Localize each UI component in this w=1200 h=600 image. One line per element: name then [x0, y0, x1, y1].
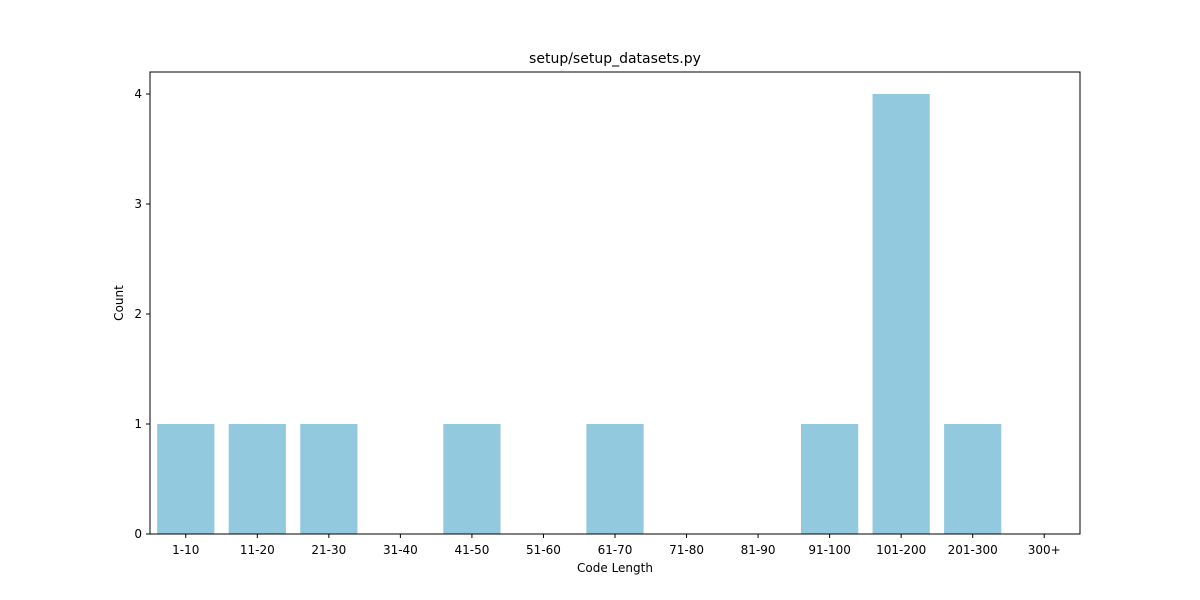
chart-title: setup/setup_datasets.py: [529, 51, 701, 67]
x-tick-label: 51-60: [526, 543, 561, 557]
x-tick-label: 61-70: [598, 543, 633, 557]
x-tick-label: 21-30: [311, 543, 346, 557]
bar-11-20: [228, 424, 286, 534]
x-tick-label: 11-20: [240, 543, 275, 557]
y-tick-label: 4: [134, 87, 142, 101]
x-tick-label: 101-200: [876, 543, 926, 557]
bars-group: [157, 94, 1002, 534]
x-tick-label: 31-40: [383, 543, 418, 557]
y-axis: 0 1 2 3 4: [134, 87, 150, 541]
x-tick-label: 201-300: [948, 543, 998, 557]
bar-21-30: [300, 424, 358, 534]
y-tick-label: 1: [134, 417, 142, 431]
bar-201-300: [944, 424, 1002, 534]
y-tick-label: 0: [134, 527, 142, 541]
x-tick-label: 81-90: [741, 543, 776, 557]
y-tick-label: 3: [134, 197, 142, 211]
y-tick-label: 2: [134, 307, 142, 321]
x-axis: 1-10 11-20 21-30 31-40 41-50 51-60 61-70 71-80 8…: [172, 534, 1061, 557]
x-axis-title: Code Length: [577, 561, 653, 575]
x-tick-label: 41-50: [454, 543, 489, 557]
bar-61-70: [586, 424, 644, 534]
y-axis-title: Count: [112, 285, 126, 321]
x-tick-label: 91-100: [808, 543, 851, 557]
bar-91-100: [801, 424, 859, 534]
bar-101-200: [872, 94, 930, 534]
x-tick-label: 300+: [1028, 543, 1061, 557]
x-tick-label: 1-10: [172, 543, 199, 557]
bar-41-50: [443, 424, 501, 534]
bar-1-10: [157, 424, 215, 534]
x-tick-label: 71-80: [669, 543, 704, 557]
